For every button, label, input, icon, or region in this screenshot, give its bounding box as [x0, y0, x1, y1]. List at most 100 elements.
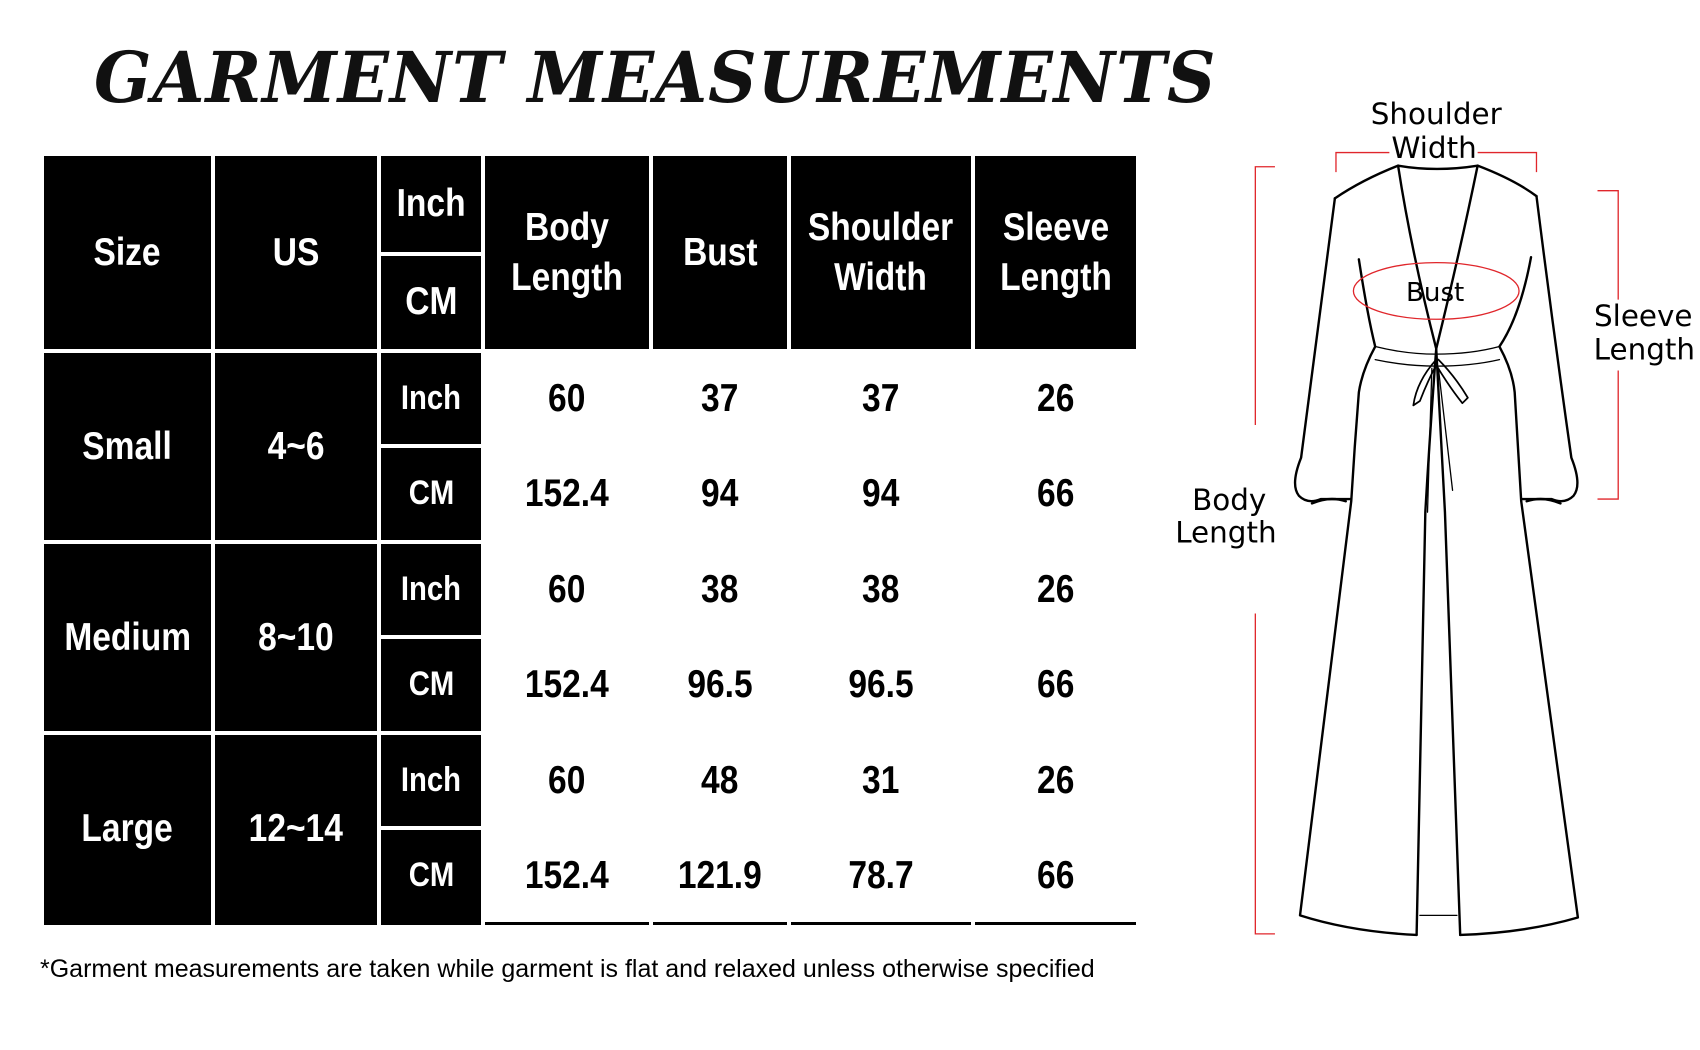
sleeve-length-label-2: Length — [1594, 333, 1695, 367]
value-medium-cm-sleeve-length: 66 — [975, 639, 1136, 731]
sleeve-length-label: Sleeve — [1594, 299, 1693, 333]
bust-label: Bust — [1406, 278, 1464, 308]
header-size: Size — [44, 156, 211, 349]
page-title: GARMENT MEASUREMENTS — [94, 36, 1217, 119]
header-unit-inch: Inch — [381, 156, 481, 252]
value-large-inch-shoulder-width: 31 — [791, 735, 971, 826]
unit-inch-small: Inch — [381, 353, 481, 444]
header-unit-inch-text: Inch — [396, 181, 466, 225]
value-medium-inch-sleeve-length: 26 — [975, 544, 1136, 635]
header-sleeve-length: Sleeve Length — [975, 156, 1136, 349]
value-medium-cm-shoulder-width-text: 96.5 — [848, 663, 914, 707]
us-size-large: 12~14 — [215, 735, 377, 922]
subrow-divider — [379, 635, 1136, 639]
us-size-medium: 8~10 — [215, 544, 377, 731]
value-small-inch-body-length: 60 — [485, 353, 649, 444]
header-size-text: Size — [93, 230, 162, 274]
value-medium-cm-body-length-text: 152.4 — [525, 663, 609, 707]
value-small-inch-sleeve-length-text: 26 — [1036, 376, 1075, 420]
value-small-inch-sleeve-length: 26 — [975, 353, 1136, 444]
row-divider — [44, 731, 1136, 735]
shoulder-width-label-2: Width — [1391, 131, 1476, 165]
header-bust: Bust — [653, 156, 787, 349]
size-large-text: Large — [81, 806, 174, 850]
header-body-length: Body Length — [485, 156, 649, 349]
row-divider — [44, 540, 1136, 544]
value-small-cm-shoulder-width-text: 94 — [862, 472, 900, 516]
header-bust-text: Bust — [682, 230, 758, 274]
unit-inch-medium: Inch — [381, 544, 481, 635]
size-small-text: Small — [82, 424, 173, 468]
size-large: Large — [44, 735, 211, 922]
measurement-markers — [1254, 151, 1619, 935]
shoulder-width-label: Shoulder — [1371, 97, 1503, 131]
header-us-text: US — [272, 230, 320, 274]
us-size-small-text: 4~6 — [267, 424, 325, 468]
value-medium-inch-shoulder-width-text: 38 — [862, 567, 900, 611]
bust-marker — [1352, 261, 1520, 320]
header-body-length-text: Body Length — [511, 205, 623, 299]
value-large-cm-bust-text: 121.9 — [678, 854, 762, 898]
value-small-cm-sleeve-length-text: 66 — [1036, 472, 1075, 516]
body-length-marker — [1254, 166, 1275, 935]
sleeve-length-marker — [1597, 190, 1619, 500]
unit-inch-large: Inch — [381, 735, 481, 826]
value-large-inch-body-length-text: 60 — [548, 758, 586, 802]
value-medium-inch-shoulder-width: 38 — [791, 544, 971, 635]
value-medium-inch-sleeve-length-text: 26 — [1036, 567, 1075, 611]
shoulder-width-marker — [1335, 151, 1538, 173]
value-large-inch-sleeve-length-text: 26 — [1036, 758, 1075, 802]
unit-cm-large-text: CM — [408, 856, 454, 895]
value-medium-inch-bust: 38 — [653, 544, 787, 635]
size-medium-text: Medium — [64, 615, 191, 659]
value-large-cm-body-length: 152.4 — [485, 830, 649, 922]
unit-inch-small-text: Inch — [400, 378, 462, 417]
body-length-label: Body — [1192, 483, 1266, 517]
header-sleeve-length-text: Sleeve Length — [999, 205, 1112, 299]
header-us: US — [215, 156, 377, 349]
value-medium-inch-body-length: 60 — [485, 544, 649, 635]
value-large-cm-sleeve-length-text: 66 — [1036, 854, 1075, 898]
subrow-divider — [379, 444, 1136, 448]
us-size-small: 4~6 — [215, 353, 377, 540]
value-small-cm-bust: 94 — [653, 448, 787, 540]
header-shoulder-width: Shoulder Width — [791, 156, 971, 349]
value-large-inch-bust-text: 48 — [701, 758, 739, 802]
value-small-inch-shoulder-width-text: 37 — [862, 376, 900, 420]
size-medium: Medium — [44, 544, 211, 731]
value-small-cm-body-length-text: 152.4 — [525, 472, 609, 516]
value-medium-cm-bust: 96.5 — [653, 639, 787, 731]
footnote: *Garment measurements are taken while ga… — [40, 955, 1095, 983]
header-shoulder-width-text: Shoulder Width — [808, 205, 954, 299]
value-large-inch-body-length: 60 — [485, 735, 649, 826]
value-large-cm-sleeve-length: 66 — [975, 830, 1136, 922]
value-small-cm-shoulder-width: 94 — [791, 448, 971, 540]
value-small-inch-body-length-text: 60 — [548, 376, 586, 420]
value-small-inch-shoulder-width: 37 — [791, 353, 971, 444]
body-length-label-2: Length — [1175, 516, 1276, 550]
value-medium-cm-shoulder-width: 96.5 — [791, 639, 971, 731]
value-large-inch-shoulder-width-text: 31 — [862, 758, 900, 802]
unit-inch-large-text: Inch — [400, 760, 462, 799]
value-medium-cm-body-length: 152.4 — [485, 639, 649, 731]
unit-cm-large: CM — [381, 830, 481, 922]
unit-cm-small-text: CM — [408, 474, 454, 513]
value-medium-cm-sleeve-length-text: 66 — [1036, 663, 1075, 707]
value-large-cm-shoulder-width-text: 78.7 — [848, 854, 914, 898]
unit-cm-medium-text: CM — [408, 665, 454, 704]
value-small-cm-body-length: 152.4 — [485, 448, 649, 540]
row-divider — [44, 349, 1136, 353]
value-large-cm-body-length-text: 152.4 — [525, 854, 609, 898]
header-unit-divider — [379, 251, 483, 256]
value-medium-cm-bust-text: 96.5 — [687, 663, 753, 707]
value-large-inch-sleeve-length: 26 — [975, 735, 1136, 826]
header-unit-cm-text: CM — [404, 280, 458, 324]
unit-cm-small: CM — [381, 448, 481, 540]
unit-cm-medium: CM — [381, 639, 481, 731]
us-size-large-text: 12~14 — [248, 806, 344, 850]
value-large-cm-bust: 121.9 — [653, 830, 787, 922]
subrow-divider — [379, 826, 1136, 830]
robe-outline-icon — [1293, 164, 1580, 937]
value-large-cm-shoulder-width: 78.7 — [791, 830, 971, 922]
unit-inch-medium-text: Inch — [400, 569, 462, 608]
